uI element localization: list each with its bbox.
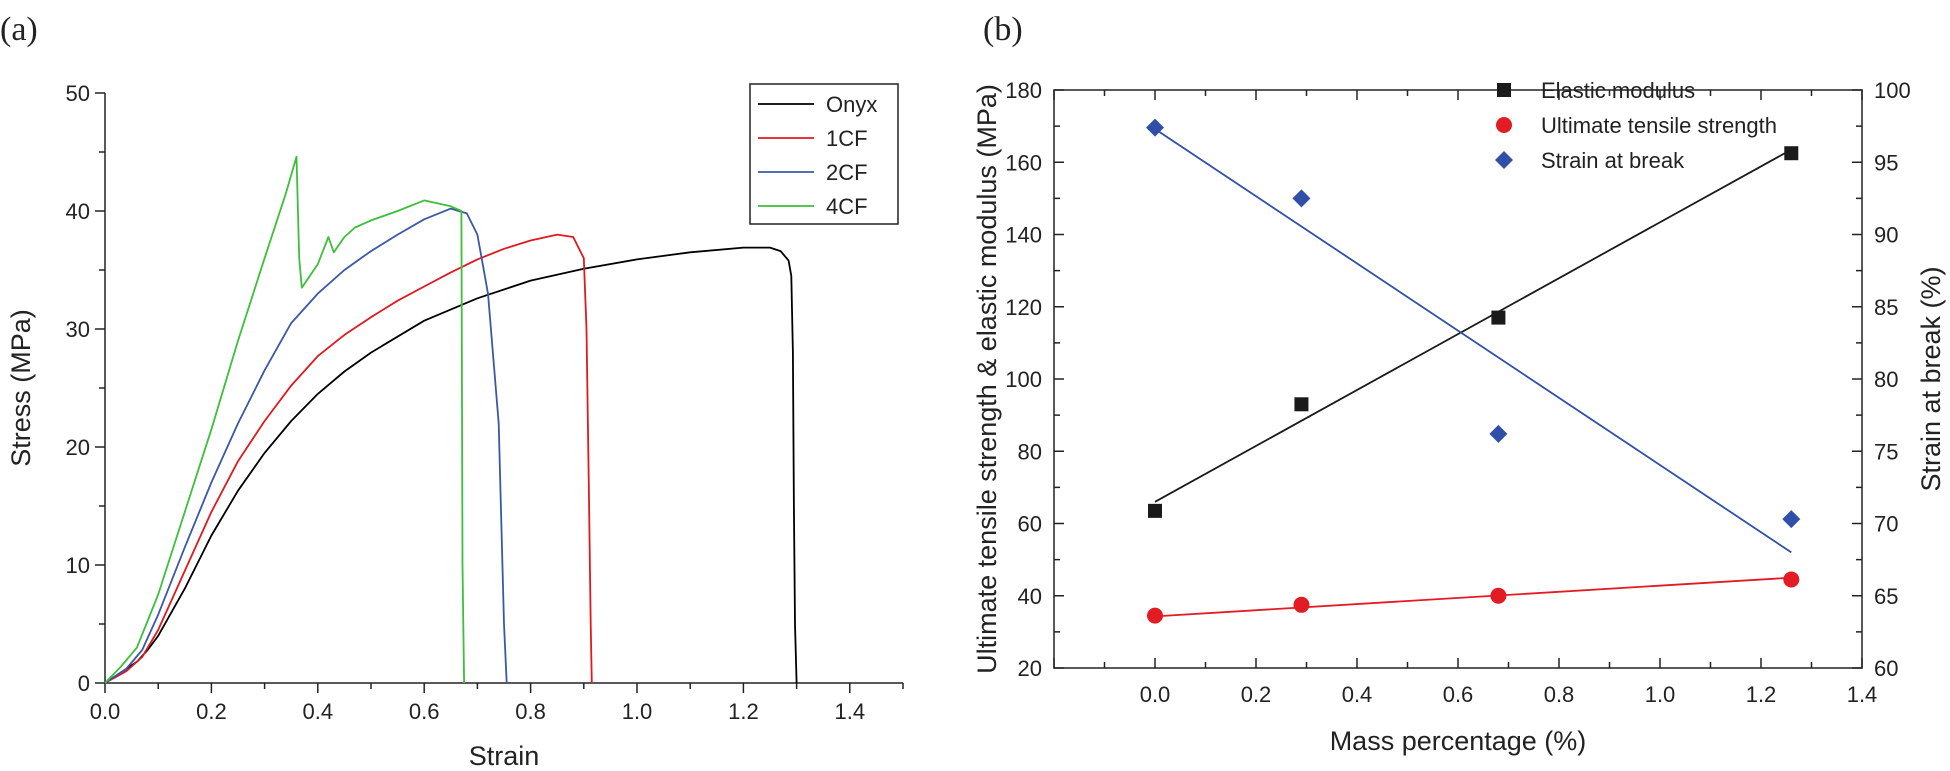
chart-b-x-axis-title: Mass percentage (%) — [1330, 726, 1587, 756]
chart-b-y-tick-label: 20 — [1018, 656, 1042, 681]
chart-a-series-4cf — [104, 155, 465, 684]
chart-a-plot-area: 0.0 0.2 0.4 0.6 0.8 1.0 1.2 1.4 0 10 20 30 40 50 — [66, 81, 904, 724]
chart-a-series-2cf — [104, 207, 508, 684]
chart-a-x-tick-label: 1.0 — [622, 699, 653, 724]
chart-b-point-strain-at-break — [1782, 510, 1801, 529]
chart-b-point-strain-at-break — [1489, 424, 1508, 443]
chart-b-y-right-tick-label: 75 — [1874, 439, 1898, 464]
chart-b-legend-marker-ultimate-tensile-strength — [1496, 117, 1512, 133]
chart-b: (b) 0.0 0.2 0.4 0.6 0.8 1.0 1.2 1.4 20 40 60 80 100 1… — [972, 11, 1946, 756]
chart-b-y-right-tick-label: 90 — [1874, 223, 1898, 248]
chart-b-y-tick-label: 180 — [1005, 78, 1042, 103]
chart-b-legend-label-strain-at-break: Strain at break — [1541, 148, 1685, 173]
chart-b-point-ultimate-tensile-strength — [1783, 571, 1800, 588]
chart-a-legend-label-1cf: 1CF — [826, 126, 868, 151]
chart-b-point-elastic-modulus — [1148, 503, 1162, 518]
chart-b-y-right-tick-label: 60 — [1874, 656, 1898, 681]
chart-b-y-tick-label: 40 — [1018, 584, 1042, 609]
chart-a-series-onyx — [104, 246, 798, 684]
chart-b-point-elastic-modulus — [1784, 146, 1799, 161]
chart-b-point-elastic-modulus — [1491, 310, 1506, 325]
chart-b-y-right-tick-label: 95 — [1874, 150, 1898, 175]
panel-a-label: (a) — [0, 11, 38, 48]
chart-a-x-tick-label: 0.6 — [409, 699, 440, 724]
chart-b-x-tick-label: 0.4 — [1342, 682, 1373, 707]
chart-a-legend-label-4cf: 4CF — [826, 194, 868, 219]
chart-b-legend-label-elastic-modulus: Elastic modulus — [1541, 78, 1695, 103]
chart-b-y-tick-label: 120 — [1005, 295, 1042, 320]
chart-b-legend: Elastic modulus Ultimate tensile strength… — [1495, 78, 1777, 173]
chart-b-y-tick-label: 100 — [1005, 367, 1042, 392]
chart-b-y-right-tick-label: 70 — [1874, 512, 1898, 537]
chart-a: (a) 0.0 0.2 0.4 0.6 0.8 1.0 1.2 1.401020304050 … — [0, 11, 904, 771]
chart-a-y-tick-label: 0 — [78, 671, 90, 696]
chart-b-x-tick-label: 1.0 — [1645, 682, 1676, 707]
chart-b-point-strain-at-break — [1146, 118, 1164, 137]
chart-b-point-strain-at-break — [1292, 189, 1311, 208]
chart-a-legend-box — [749, 83, 899, 225]
chart-a-y-tick-label: 20 — [66, 435, 90, 460]
chart-a-legend: Onyx 1CF 2CF 4CF — [749, 83, 899, 225]
chart-b-x-tick-label: 1.2 — [1746, 682, 1777, 707]
chart-a-series-1cf — [104, 233, 593, 684]
chart-b-fit-line-strain-at-break — [1154, 128, 1792, 554]
chart-b-legend-marker-elastic-modulus — [1497, 83, 1511, 97]
chart-a-legend-label-onyx: Onyx — [826, 92, 877, 117]
chart-a-x-tick-label: 1.2 — [728, 699, 759, 724]
chart-b-fit-line-ultimate-tensile-strength — [1154, 576, 1792, 618]
chart-b-y-right-tick-label: 80 — [1874, 367, 1898, 392]
chart-b-point-ultimate-tensile-strength — [1490, 587, 1507, 604]
chart-b-plot-area: 0.0 0.2 0.4 0.6 0.8 1.0 1.2 1.4 20 40 60 80 100 120 14… — [1005, 78, 1910, 707]
chart-b-y-tick-label: 160 — [1005, 150, 1042, 175]
chart-b-fit-line-elastic-modulus — [1154, 148, 1792, 503]
chart-a-y-tick-label: 40 — [66, 199, 90, 224]
chart-b-x-tick-label: 0.0 — [1140, 682, 1171, 707]
chart-a-x-tick-label: 0.8 — [515, 699, 546, 724]
chart-a-y-tick-label: 30 — [66, 317, 90, 342]
chart-b-point-ultimate-tensile-strength — [1147, 607, 1163, 624]
chart-b-legend-marker-strain-at-break — [1495, 151, 1513, 169]
chart-b-legend-label-ultimate-tensile-strength: Ultimate tensile strength — [1541, 113, 1777, 138]
chart-b-y-right-axis-title: Strain at break (%) — [1916, 266, 1946, 491]
panel-b-label: (b) — [983, 11, 1023, 48]
chart-b-y-tick-label: 140 — [1005, 223, 1042, 248]
chart-a-x-axis-title: Strain — [469, 741, 540, 771]
chart-b-x-tick-label: 0.6 — [1443, 682, 1474, 707]
chart-b-y-right-tick-label: 85 — [1874, 295, 1898, 320]
chart-a-legend-label-2cf: 2CF — [826, 160, 868, 185]
chart-b-y-axis-title: Ultimate tensile strength & elastic modu… — [972, 84, 1002, 674]
chart-a-x-tick-label: 0.4 — [303, 699, 334, 724]
chart-a-y-axis-title: Stress (MPa) — [6, 309, 36, 467]
chart-b-y-right-tick-label: 65 — [1874, 584, 1898, 609]
chart-b-y-right-tick-label: 100 — [1874, 78, 1911, 103]
chart-b-x-tick-label: 1.4 — [1847, 682, 1878, 707]
chart-b-x-tick-label: 0.2 — [1241, 682, 1272, 707]
chart-b-y-tick-label: 60 — [1018, 512, 1042, 537]
chart-a-x-tick-label: 0.2 — [196, 699, 227, 724]
chart-a-y-tick-label: 50 — [66, 81, 90, 106]
chart-a-x-tick-label: 1.4 — [835, 699, 866, 724]
chart-b-point-elastic-modulus — [1294, 397, 1309, 412]
chart-b-y-tick-label: 80 — [1018, 439, 1042, 464]
chart-a-x-tick-label: 0.0 — [90, 699, 121, 724]
chart-b-x-tick-label: 0.8 — [1544, 682, 1575, 707]
chart-a-y-tick-label: 10 — [66, 553, 90, 578]
chart-b-point-ultimate-tensile-strength — [1293, 596, 1310, 613]
